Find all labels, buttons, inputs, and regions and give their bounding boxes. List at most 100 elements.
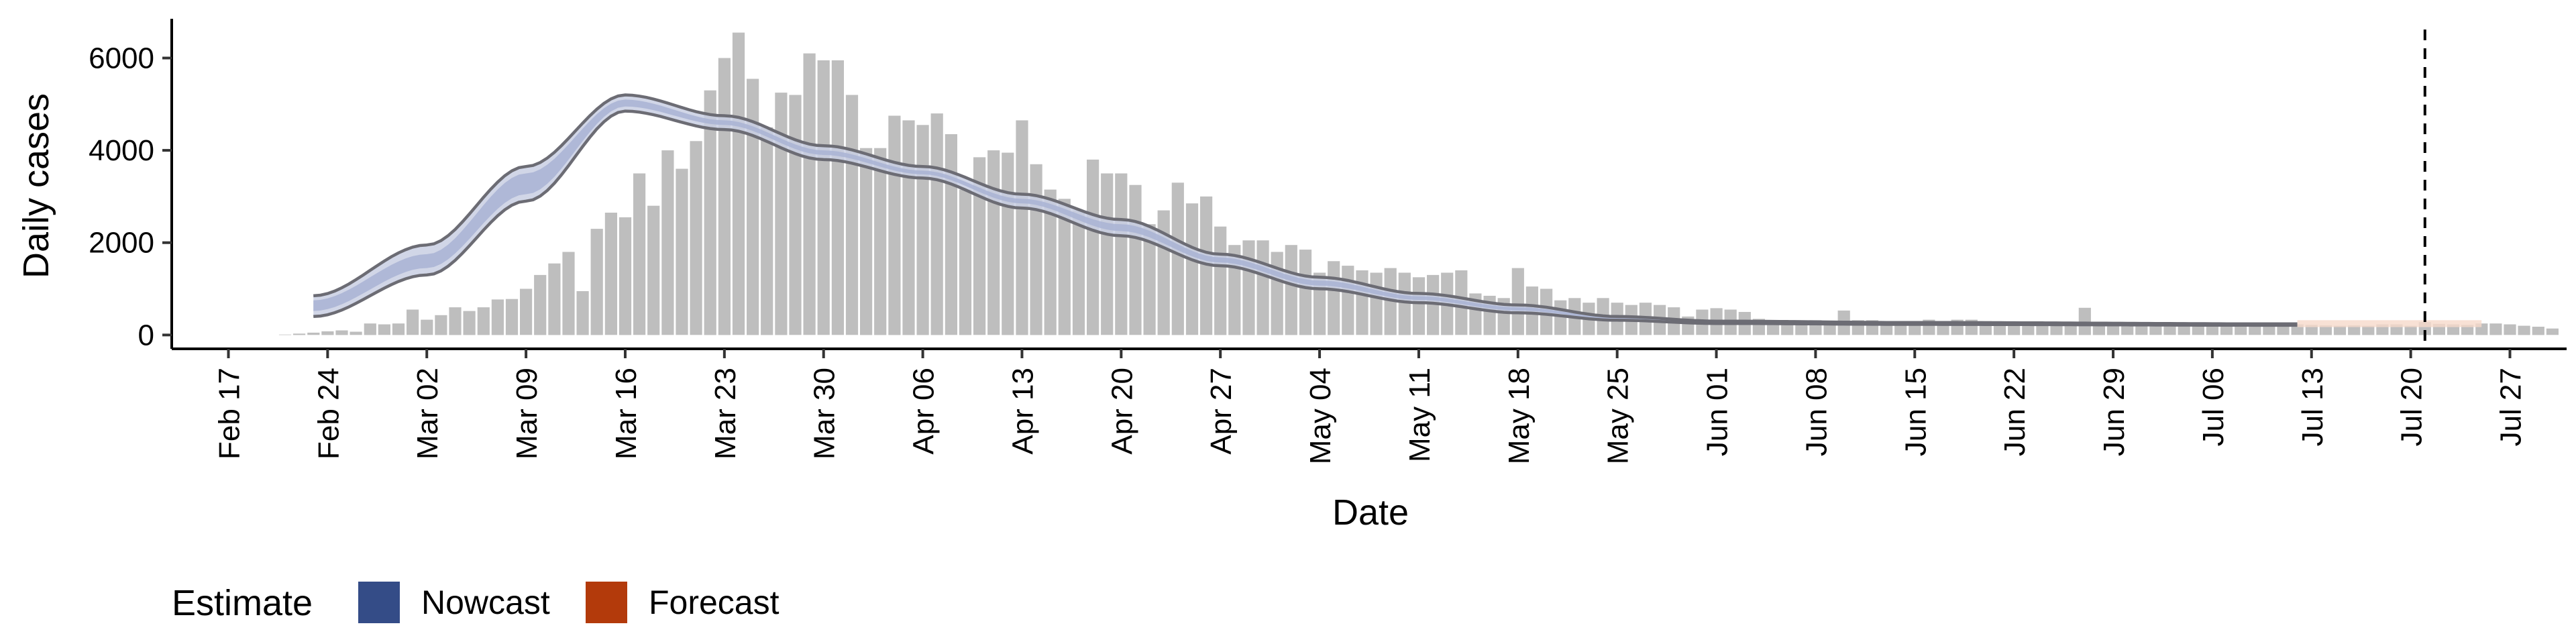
bar bbox=[1285, 245, 1297, 335]
bar bbox=[2319, 325, 2332, 335]
legend-label-forecast: Forecast bbox=[649, 584, 780, 621]
bar bbox=[1781, 322, 1794, 335]
x-tick-label: Jul 06 bbox=[2197, 368, 2230, 446]
bar bbox=[2235, 324, 2247, 335]
y-ticks: 0 2000 4000 6000 bbox=[89, 42, 172, 352]
legend-label-nowcast: Nowcast bbox=[421, 584, 550, 621]
bar bbox=[2064, 325, 2077, 335]
bar bbox=[1030, 164, 1042, 335]
bar bbox=[1058, 199, 1071, 335]
bar bbox=[647, 205, 660, 335]
bar bbox=[1328, 261, 1340, 335]
bar bbox=[534, 274, 547, 335]
x-tick-label: Mar 02 bbox=[411, 368, 444, 460]
x-tick-label: Jun 08 bbox=[1800, 368, 1833, 456]
x-tick-label: Jul 27 bbox=[2495, 368, 2528, 446]
bar bbox=[1087, 159, 1099, 335]
bar bbox=[761, 127, 773, 335]
bar bbox=[1398, 272, 1411, 335]
bar bbox=[2532, 327, 2544, 335]
bar bbox=[1157, 210, 1170, 335]
bar bbox=[520, 288, 533, 335]
bar bbox=[1072, 210, 1085, 335]
bar bbox=[1171, 182, 1184, 335]
bar bbox=[350, 331, 362, 335]
bar bbox=[633, 173, 646, 335]
bar bbox=[2461, 325, 2474, 335]
y-tick-label: 4000 bbox=[89, 134, 154, 167]
bar bbox=[1200, 196, 1213, 335]
nowcast-inner-band bbox=[313, 99, 2298, 325]
nowcast-upper-line bbox=[313, 93, 2298, 326]
bar bbox=[307, 332, 320, 335]
bar bbox=[1511, 268, 1524, 335]
bar bbox=[845, 95, 859, 335]
bar bbox=[491, 299, 504, 335]
bars bbox=[278, 32, 2559, 335]
bar bbox=[789, 95, 802, 335]
bar bbox=[2192, 325, 2204, 335]
bar bbox=[1356, 270, 1368, 335]
x-tick-label: Jun 29 bbox=[2098, 368, 2131, 456]
bar bbox=[2518, 325, 2530, 335]
y-tick-label: 6000 bbox=[89, 42, 154, 74]
bar bbox=[378, 324, 390, 335]
bar bbox=[2263, 324, 2275, 335]
bar bbox=[293, 333, 306, 335]
bar bbox=[604, 213, 617, 335]
legend-swatch-nowcast bbox=[358, 582, 400, 623]
bar bbox=[803, 53, 816, 335]
bar bbox=[732, 32, 745, 335]
bar bbox=[1242, 240, 1255, 335]
bar bbox=[874, 148, 887, 335]
bar bbox=[562, 252, 575, 335]
legend-title: Estimate bbox=[172, 583, 313, 623]
bar bbox=[916, 125, 929, 335]
bar bbox=[2489, 323, 2502, 335]
x-tick-label: Feb 17 bbox=[213, 368, 246, 460]
y-tick-label: 0 bbox=[138, 319, 154, 352]
x-tick-label: Mar 09 bbox=[511, 368, 543, 460]
x-tick-label: Jun 22 bbox=[1998, 368, 2031, 456]
axes bbox=[170, 19, 2567, 350]
y-tick-label: 2000 bbox=[89, 227, 154, 260]
bar bbox=[1909, 323, 1921, 335]
bar bbox=[335, 330, 348, 335]
bar bbox=[704, 90, 716, 335]
bar bbox=[2163, 324, 2176, 335]
bar bbox=[973, 157, 986, 335]
bar bbox=[2206, 325, 2218, 335]
bar bbox=[775, 93, 788, 335]
bar bbox=[860, 148, 873, 335]
bar bbox=[505, 299, 519, 335]
bar bbox=[2404, 325, 2417, 335]
x-tick-label: Jul 20 bbox=[2396, 368, 2428, 446]
forecast-band bbox=[2297, 320, 2482, 327]
bar bbox=[548, 263, 561, 335]
legend: Estimate Nowcast Forecast bbox=[172, 582, 780, 623]
bar bbox=[959, 189, 972, 335]
bar bbox=[661, 150, 674, 335]
bar bbox=[1299, 250, 1312, 335]
y-axis-title: Daily cases bbox=[16, 93, 56, 278]
x-tick-label: May 18 bbox=[1503, 368, 1536, 464]
bar bbox=[1002, 152, 1014, 335]
legend-swatch-forecast bbox=[586, 582, 627, 623]
bar bbox=[1016, 120, 1028, 335]
x-tick-label: Feb 24 bbox=[312, 368, 345, 460]
bar bbox=[590, 229, 603, 335]
bar bbox=[1129, 184, 1142, 335]
bar bbox=[449, 307, 462, 335]
bar bbox=[2121, 324, 2134, 335]
bar bbox=[2305, 325, 2318, 335]
bar bbox=[364, 323, 376, 335]
bar bbox=[2362, 325, 2375, 335]
bar bbox=[1370, 272, 1383, 335]
bar bbox=[2135, 324, 2148, 335]
bar bbox=[477, 307, 490, 335]
x-tick-label: Apr 20 bbox=[1106, 368, 1138, 455]
bar bbox=[1795, 323, 1808, 335]
x-tick-label: Jul 13 bbox=[2296, 368, 2329, 446]
bar bbox=[676, 168, 688, 335]
